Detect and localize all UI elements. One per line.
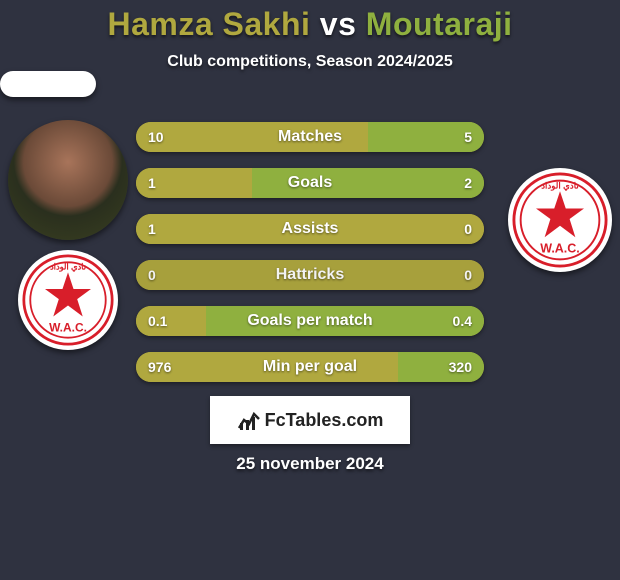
svg-text:نادي الوداد: نادي الوداد: [50, 263, 86, 273]
stat-row: Matches10 5: [136, 122, 484, 152]
date-label: 25 november 2024: [0, 454, 620, 474]
stat-value-left: 0: [148, 260, 156, 290]
stat-value-left: 976: [148, 352, 171, 382]
svg-text:W.A.C.: W.A.C.: [49, 320, 87, 334]
player2-avatar: [0, 71, 96, 97]
stat-row: Assists1 0: [136, 214, 484, 244]
stat-label: Hattricks: [136, 260, 484, 290]
stat-row: Goals1 2: [136, 168, 484, 198]
stat-label: Min per goal: [136, 352, 484, 382]
svg-text:نادي الوداد: نادي الوداد: [541, 180, 579, 191]
watermark: FcTables.com: [210, 396, 410, 444]
wac-logo-icon: W.A.C. نادي الوداد: [22, 254, 114, 346]
subtitle: Club competitions, Season 2024/2025: [0, 53, 620, 71]
stat-value-right: 0: [464, 214, 472, 244]
stat-value-left: 1: [148, 168, 156, 198]
stat-row: Hattricks0 0: [136, 260, 484, 290]
stat-label: Assists: [136, 214, 484, 244]
page-title: Hamza Sakhi vs Moutaraji: [0, 0, 620, 43]
stat-value-left: 1: [148, 214, 156, 244]
stat-row: Goals per match0.1 0.4: [136, 306, 484, 336]
title-player2: Moutaraji: [366, 6, 513, 42]
title-vs: vs: [320, 6, 357, 42]
wac-logo-icon: W.A.C. نادي الوداد: [512, 172, 608, 268]
svg-text:W.A.C.: W.A.C.: [540, 242, 579, 256]
stat-value-right: 320: [449, 352, 472, 382]
stat-value-right: 0: [464, 260, 472, 290]
stat-label: Goals per match: [136, 306, 484, 336]
chart-icon: [237, 408, 261, 432]
watermark-text: FcTables.com: [265, 410, 384, 431]
stat-value-right: 5: [464, 122, 472, 152]
stat-value-left: 10: [148, 122, 164, 152]
title-player1: Hamza Sakhi: [107, 6, 310, 42]
stat-value-right: 0.4: [453, 306, 472, 336]
stat-row: Min per goal976 320: [136, 352, 484, 382]
stat-label: Goals: [136, 168, 484, 198]
player1-club-badge: W.A.C. نادي الوداد: [18, 250, 118, 350]
stats-list: Matches105Goals12Assists10Hattricks00Goa…: [136, 122, 484, 398]
player1-avatar: [8, 120, 128, 240]
stat-value-right: 2: [464, 168, 472, 198]
stat-label: Matches: [136, 122, 484, 152]
comparison-card: { "header": { "title_parts": { "p1": "Ha…: [0, 0, 620, 580]
player2-club-badge: W.A.C. نادي الوداد: [508, 168, 612, 272]
stat-value-left: 0.1: [148, 306, 167, 336]
